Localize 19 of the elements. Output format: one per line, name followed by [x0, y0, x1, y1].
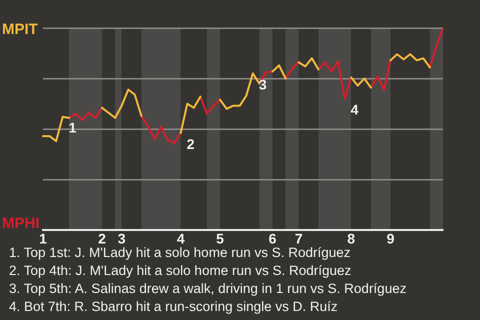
text: 4. Bot 7th: R. Sbarro hit a run-scoring single vs D. Ruíz — [9, 298, 339, 316]
x-tick-label: 3 — [118, 230, 126, 246]
x-tick-label: 8 — [347, 230, 356, 246]
x-tick-label: 1 — [39, 230, 48, 246]
annotation: 4 — [350, 102, 359, 118]
annotation: 2 — [186, 136, 195, 152]
text: 1. Top 1st: J. M'Lady hit a solo home run vs S. Rodríguez — [9, 245, 351, 260]
annotation: 3 — [258, 76, 267, 92]
x-tick-label: 2 — [98, 230, 106, 246]
x-tick-label: 6 — [268, 230, 277, 246]
text: MPIT — [2, 21, 38, 38]
text: MPHI — [2, 215, 40, 232]
x-tick-label: 7 — [294, 230, 303, 246]
text: 3. Top 5th: A. Salinas drew a walk, driving in 1 run vs S. Rodríguez — [9, 280, 406, 298]
x-tick-label: 5 — [216, 230, 224, 246]
x-tick-label: 9 — [386, 230, 395, 246]
text: 2. Top 4th: J. M'Lady hit a solo home run vs S. Rodríguez — [9, 262, 352, 280]
annotation: 1 — [68, 120, 77, 136]
x-tick-label: 4 — [176, 230, 185, 246]
